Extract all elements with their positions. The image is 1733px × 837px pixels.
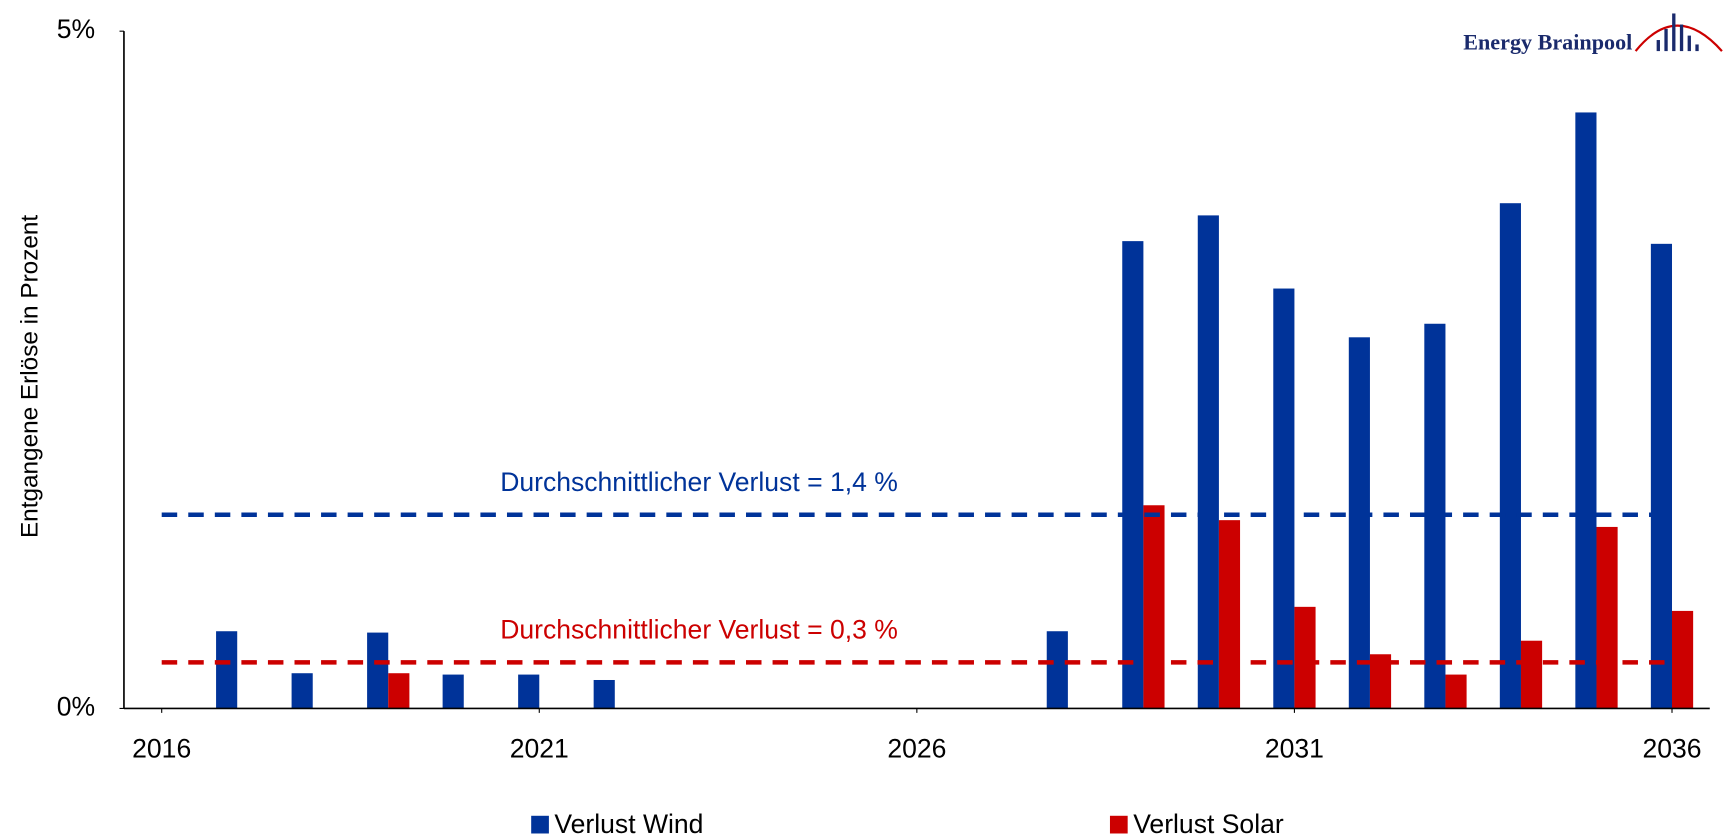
bar <box>1197 215 1219 709</box>
y-tick-label: 5% <box>57 14 95 44</box>
y-tick-label: 0% <box>57 691 95 721</box>
bar <box>291 673 313 709</box>
bar <box>367 632 389 709</box>
logo-icon <box>1634 13 1723 52</box>
x-tick-label: 2026 <box>887 734 946 764</box>
x-tick-label: 2016 <box>132 734 191 764</box>
bar <box>518 674 540 709</box>
bar <box>1273 288 1295 709</box>
reference-label: Durchschnittlicher Verlust = 1,4 % <box>500 467 898 497</box>
x-tick-label: 2036 <box>1642 734 1701 764</box>
legend-label: Verlust Wind <box>554 809 703 837</box>
reference-label: Durchschnittlicher Verlust = 0,3 % <box>500 614 898 644</box>
x-tick-label: 2021 <box>510 734 569 764</box>
bar <box>1122 241 1144 709</box>
bar <box>1294 606 1316 709</box>
legend-swatch <box>1109 815 1128 834</box>
legend-label: Verlust Solar <box>1133 809 1284 837</box>
bar <box>1445 674 1467 709</box>
bar <box>1596 526 1618 709</box>
bar <box>1575 112 1597 709</box>
x-tick-label: 2031 <box>1265 734 1324 764</box>
bar <box>388 673 410 709</box>
y-axis-label: Entgangene Erlöse in Prozent <box>16 215 43 538</box>
bar <box>1143 505 1165 709</box>
bar <box>1369 654 1392 709</box>
bar <box>1672 610 1694 709</box>
bar <box>1424 323 1446 709</box>
bar <box>1348 337 1370 709</box>
bar <box>1499 203 1521 709</box>
bar <box>216 631 238 709</box>
bar <box>1218 520 1241 709</box>
bar <box>593 679 615 709</box>
logo-text: Energy Brainpool <box>1463 30 1632 55</box>
bar <box>1650 243 1673 709</box>
bar <box>442 674 464 709</box>
legend-swatch <box>531 815 549 834</box>
bar <box>1520 640 1543 709</box>
bar <box>1046 631 1068 709</box>
